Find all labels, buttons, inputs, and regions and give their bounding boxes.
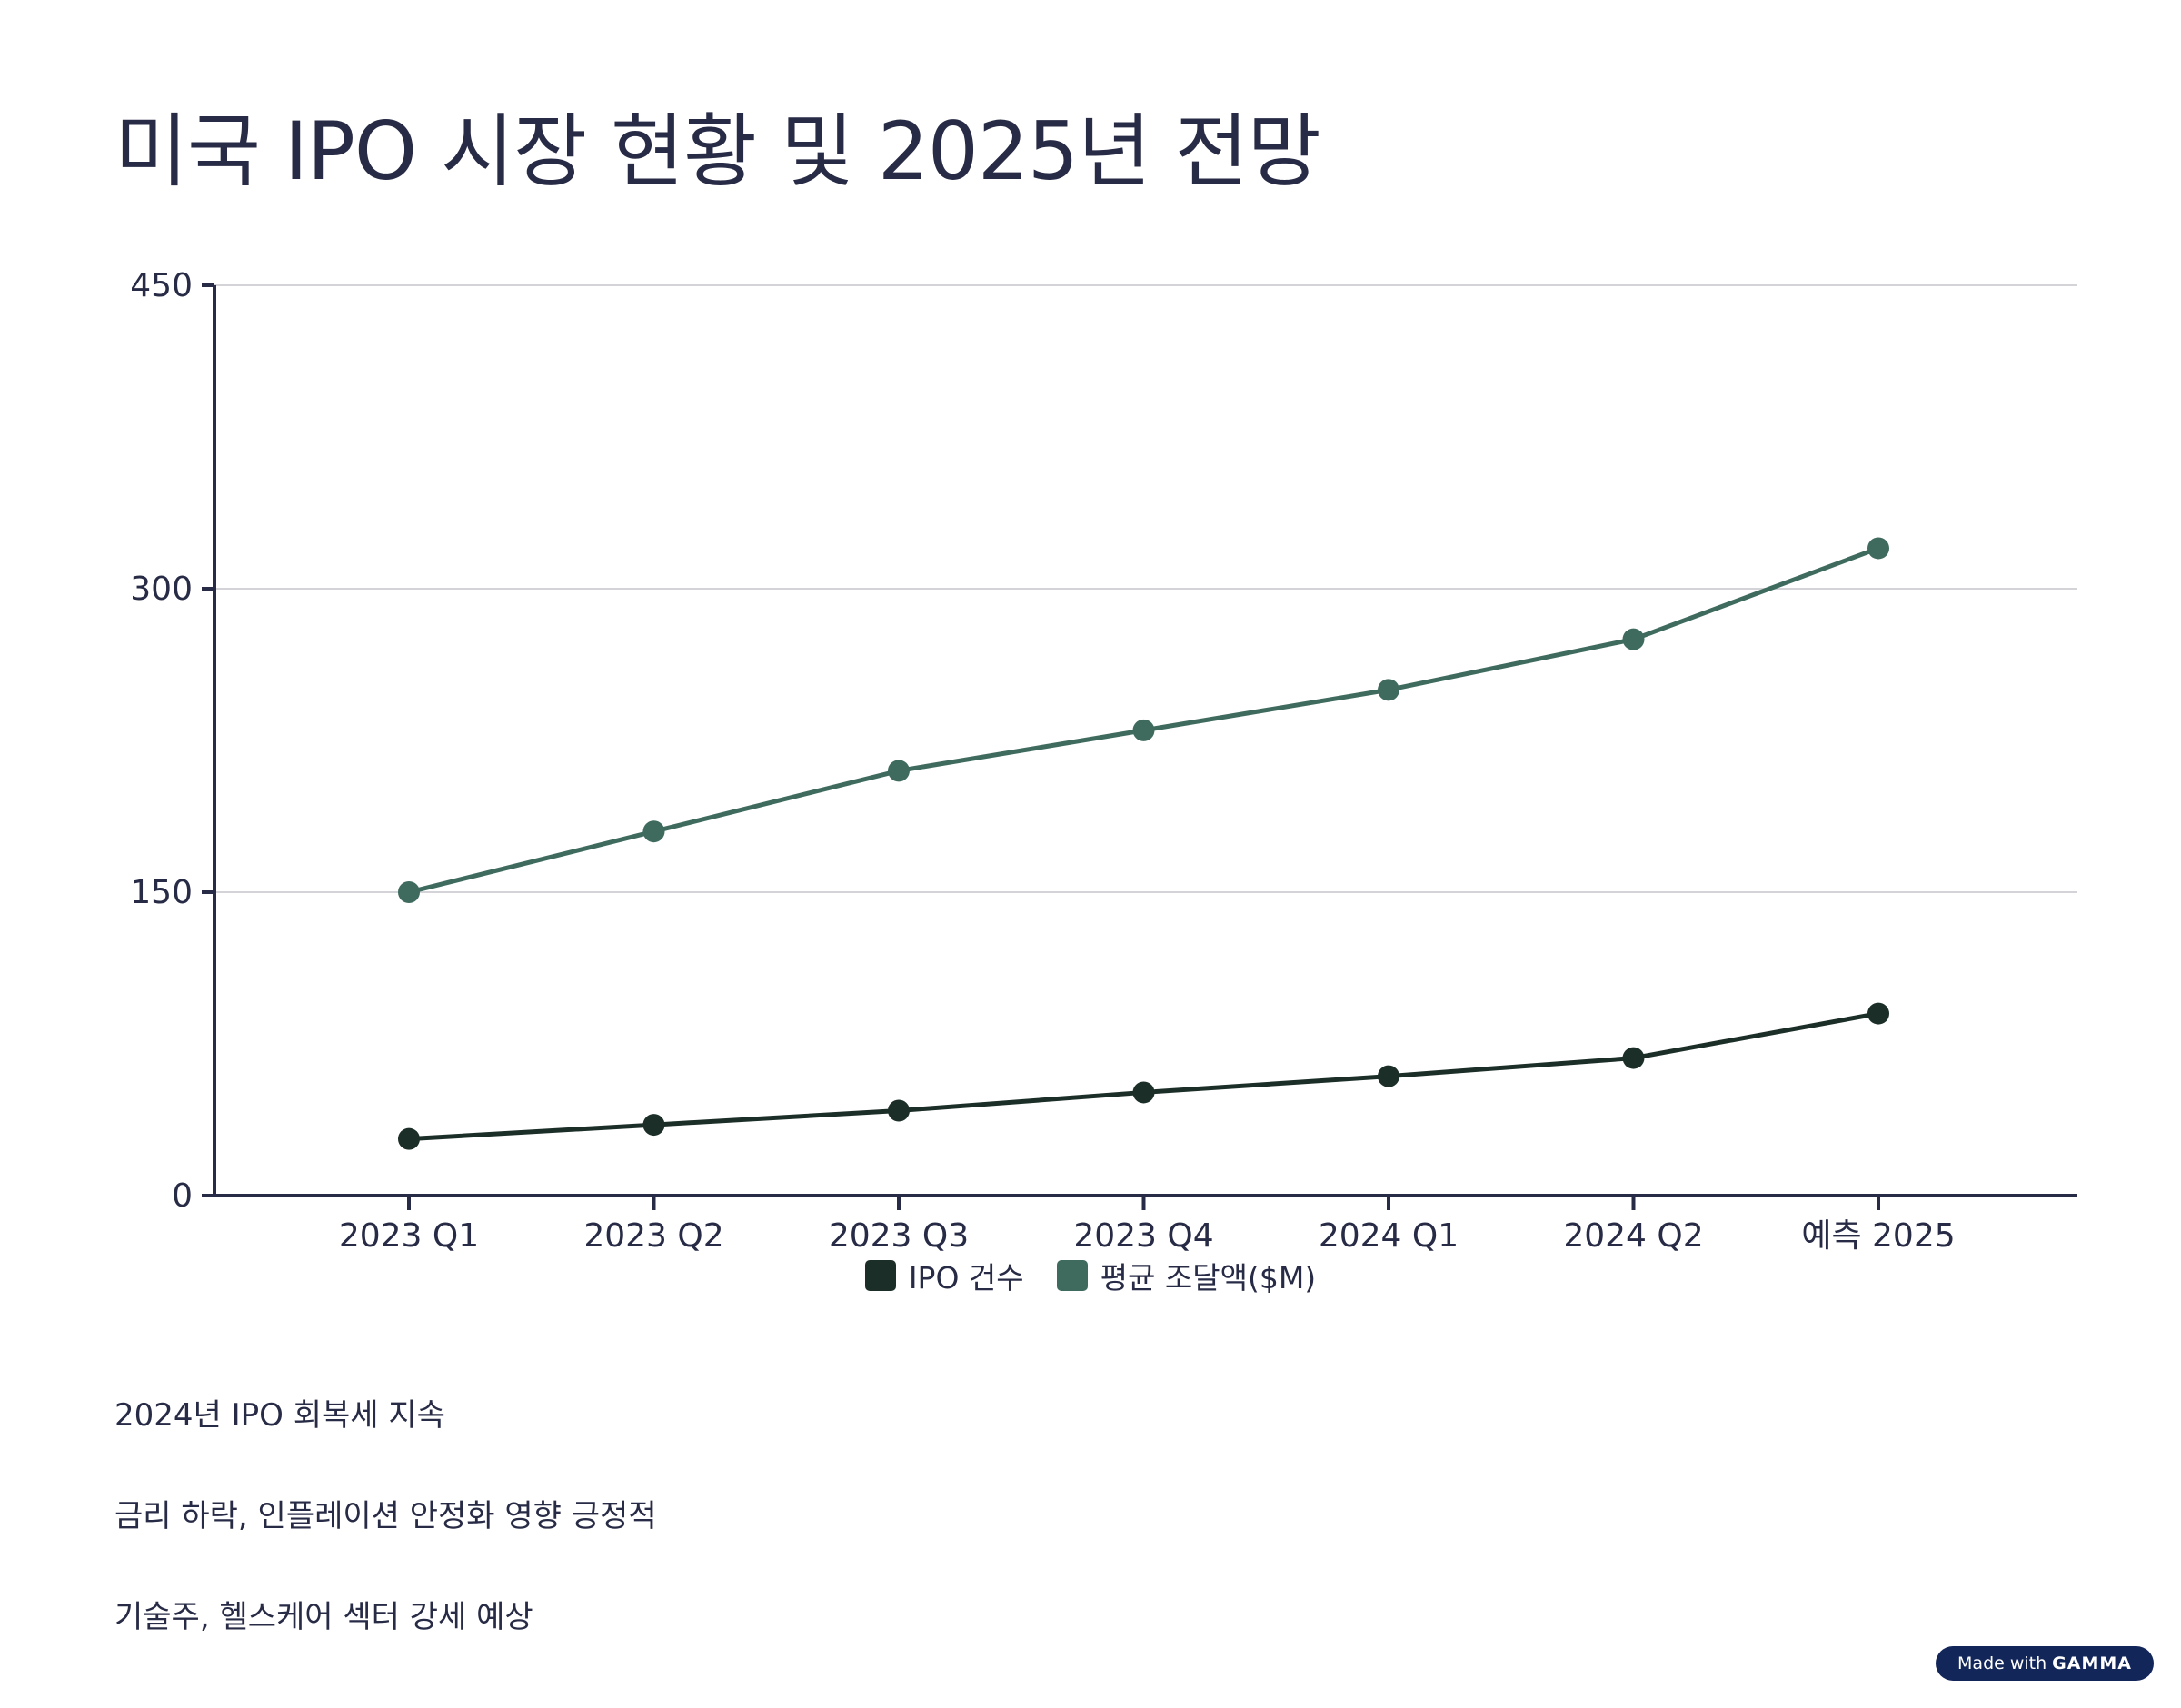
data-point-1-1 <box>642 820 665 843</box>
legend-label-ipo-count: IPO 건수 <box>908 1260 1024 1296</box>
legend-item-ipo-count: IPO 건수 <box>864 1254 1024 1297</box>
made-with-gamma-badge[interactable]: Made with GAMMA <box>1936 1646 2154 1681</box>
data-point-0-6 <box>1867 1002 1889 1025</box>
data-point-1-5 <box>1622 628 1645 650</box>
page-title: 미국 IPO 시장 현황 및 2025년 전망 <box>115 104 1321 198</box>
data-point-1-6 <box>1867 537 1889 560</box>
x-tick-label: 예측 2025 <box>1801 1217 1955 1255</box>
legend-swatch-ipo-count <box>864 1260 896 1291</box>
x-tick-label: 2023 Q3 <box>829 1217 969 1255</box>
data-point-1-0 <box>398 881 420 903</box>
chart-legend: IPO 건수 평균 조달액($M) <box>0 1254 2181 1297</box>
legend-swatch-avg-proceeds <box>1056 1260 1088 1291</box>
data-point-1-3 <box>1132 719 1155 741</box>
y-tick-label: 0 <box>172 1177 193 1215</box>
y-tick-label: 450 <box>130 267 193 304</box>
data-point-0-1 <box>642 1114 665 1137</box>
data-point-1-4 <box>1378 679 1399 701</box>
y-tick-label: 150 <box>130 874 193 911</box>
x-tick-label: 2023 Q1 <box>339 1217 479 1255</box>
data-point-0-4 <box>1378 1065 1399 1087</box>
data-point-0-5 <box>1622 1047 1645 1069</box>
line-chart: 0 150 300 450 2023 Q1 2023 Q2 2023 Q3 2023 Q4 20… <box>130 267 2077 1255</box>
x-tick-label: 2024 Q1 <box>1319 1217 1459 1255</box>
key-point: 기술주, 헬스케어 섹터 강세 예상 <box>115 1599 533 1635</box>
badge-prefix: Made with <box>1957 1653 2047 1673</box>
legend-item-avg-proceeds: 평균 조달액($M) <box>1056 1254 1317 1297</box>
y-tick-label: 300 <box>130 571 193 608</box>
data-point-0-2 <box>888 1099 910 1122</box>
x-tick-label: 2023 Q2 <box>583 1217 723 1255</box>
data-point-1-2 <box>888 760 910 782</box>
key-point: 2024년 IPO 회복세 지속 <box>115 1397 445 1434</box>
x-tick-label: 2023 Q4 <box>1073 1217 1213 1255</box>
x-tick-label: 2024 Q2 <box>1563 1217 1703 1255</box>
gamma-logo: GAMMA <box>2052 1653 2132 1673</box>
legend-label-avg-proceeds: 평균 조달액($M) <box>1100 1260 1317 1296</box>
data-point-0-3 <box>1132 1081 1155 1104</box>
key-points: 2024년 IPO 회복세 지속 금리 하락, 인플레이션 안정화 영향 긍정적… <box>115 1390 657 1693</box>
key-point: 금리 하락, 인플레이션 안정화 영향 긍정적 <box>115 1498 657 1534</box>
series-line-0 <box>408 1011 1879 1142</box>
data-point-0-0 <box>398 1127 420 1150</box>
